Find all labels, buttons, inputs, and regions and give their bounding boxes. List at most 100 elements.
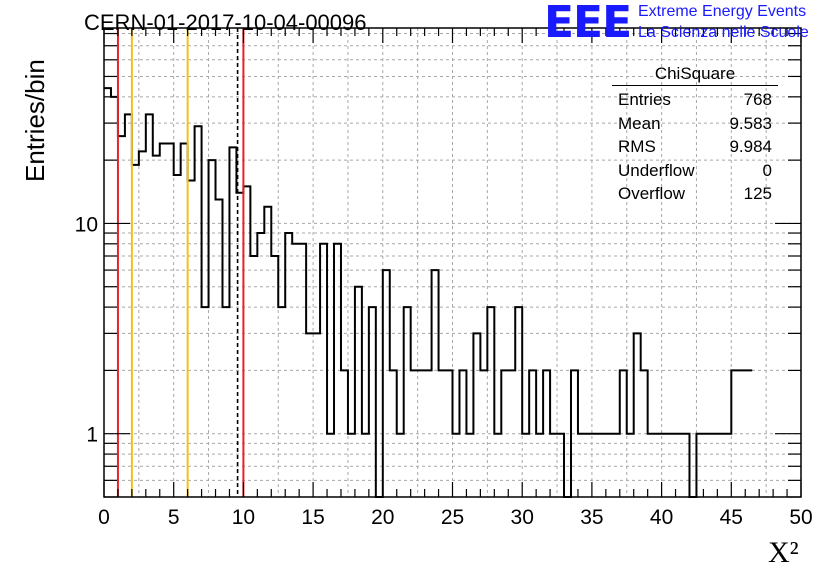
histogram-bin (710, 434, 717, 497)
histogram-bin (195, 126, 202, 497)
histogram-bin (153, 156, 160, 497)
histogram-bin (125, 114, 132, 497)
histogram-bin (306, 333, 313, 497)
x-tick-label: 40 (650, 506, 673, 529)
histogram-bin (264, 207, 271, 497)
eee-logo-line2: La Scienza nelle Scuole (638, 24, 809, 41)
x-tick-label: 15 (301, 506, 324, 529)
stats-label: Overflow (618, 184, 686, 203)
x-tick-label: 35 (580, 506, 603, 529)
run-title: CERN-01-2017-10-04-00096 (84, 10, 367, 35)
histogram-bin (683, 434, 690, 497)
histogram-bin (466, 434, 473, 497)
histogram-bin (257, 233, 264, 497)
histogram-bin (494, 434, 501, 497)
histogram-bin (146, 114, 153, 497)
histogram-bin (369, 307, 376, 497)
histogram-bin (229, 147, 236, 497)
histogram-bin (655, 434, 662, 497)
histogram-bin (446, 370, 453, 497)
histogram-bin (557, 434, 564, 497)
histogram-bin (676, 434, 683, 497)
histogram-bin (188, 181, 195, 497)
histogram-bin (411, 370, 418, 497)
x-tick-label: 30 (511, 506, 534, 529)
histogram-bin (662, 434, 669, 497)
histogram-bin (487, 307, 494, 497)
stats-row-overflow: Overflow 125 (612, 182, 778, 206)
histogram-bin (432, 270, 439, 497)
stats-label: Entries (618, 90, 671, 109)
stats-label: Underflow (618, 160, 695, 180)
x-tick-label: 45 (720, 506, 743, 529)
histogram-bin (634, 333, 641, 497)
histogram-bin (738, 370, 745, 497)
histogram-bin (355, 287, 362, 497)
histogram-bin (459, 370, 466, 497)
histogram-outline (104, 87, 753, 498)
histogram-bin (585, 434, 592, 497)
histogram-bin (167, 143, 174, 497)
histogram-bin (473, 333, 480, 497)
stats-label: Mean (618, 113, 661, 133)
histogram-bin (536, 434, 543, 497)
stats-box: ChiSquare Entries 768 Mean 9.583 RMS 9.9… (612, 64, 778, 206)
x-tick-label: 25 (441, 506, 464, 529)
eee-logo-line1: Extreme Energy Events (638, 3, 807, 20)
histogram-bin (181, 143, 188, 497)
histogram-bin (480, 370, 487, 497)
histogram-bin (641, 370, 648, 497)
histogram-bin (292, 244, 299, 497)
histogram-bin (543, 370, 550, 497)
histogram-bin (425, 370, 432, 497)
stats-value: 0 (762, 160, 772, 180)
histogram-bin (111, 97, 118, 497)
y-axis-label: Entries/bin (20, 59, 50, 182)
x-tick-label: 0 (98, 506, 110, 529)
x-tick-label: 50 (789, 506, 812, 529)
histogram-bin (696, 434, 703, 497)
stats-label: RMS (618, 137, 656, 156)
histogram-bin (278, 307, 285, 497)
histogram-bin (104, 88, 111, 497)
histogram-bin (209, 160, 216, 497)
histogram-bin (139, 151, 146, 497)
stats-row-underflow: Underflow 0 (612, 159, 778, 183)
histogram-bin (299, 244, 306, 497)
histogram-bin (404, 307, 411, 497)
histogram-bin (648, 434, 655, 497)
y-tick-label: 10 (75, 213, 98, 236)
histogram-bin (613, 434, 620, 497)
histogram-bin (397, 434, 404, 497)
histogram-bin (501, 370, 508, 497)
stats-row-mean: Mean 9.583 (612, 112, 778, 136)
histogram-bin (627, 434, 634, 497)
histogram-bin (703, 434, 710, 497)
histogram-bin (745, 370, 752, 497)
histogram-bin (724, 434, 731, 497)
histogram-bin (453, 434, 460, 497)
histogram-bin (571, 370, 578, 497)
histogram-bin (202, 307, 209, 497)
histogram-bin (174, 175, 181, 497)
histogram-bin (620, 370, 627, 497)
histogram-bin (578, 434, 585, 497)
x-tick-label: 10 (232, 506, 255, 529)
stats-value: 9.583 (729, 113, 772, 133)
x-tick-label: 5 (168, 506, 180, 529)
histogram-bin (320, 244, 327, 497)
histogram-bin (341, 370, 348, 497)
histogram-bin (390, 370, 397, 497)
histogram-bin (731, 370, 738, 497)
histogram-bin (439, 370, 446, 497)
histogram-bin (383, 270, 390, 497)
histogram-bin (313, 333, 320, 497)
histogram-bin (132, 165, 139, 497)
x-axis-label: X² (768, 536, 799, 569)
histogram-bin (550, 434, 557, 497)
histogram-bin (160, 143, 167, 497)
histogram-bin (515, 307, 522, 497)
histogram-bin (592, 434, 599, 497)
stats-row-rms: RMS 9.984 (612, 135, 778, 159)
